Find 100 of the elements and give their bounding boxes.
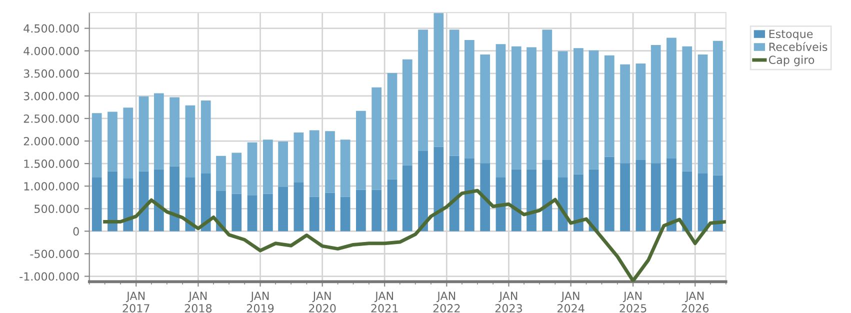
bar	[712, 175, 723, 232]
legend-label: Recebíveis	[769, 42, 828, 52]
bar	[232, 194, 242, 232]
bar	[356, 190, 366, 232]
bar	[636, 63, 646, 160]
bar	[650, 44, 661, 164]
x-tick-label: JAN 2017	[122, 292, 150, 312]
y-tick-label: 1.000.000	[24, 182, 79, 190]
bar	[650, 163, 661, 232]
bar	[574, 48, 584, 174]
x-tick-label: JAN 2024	[557, 292, 584, 312]
bar	[496, 44, 506, 178]
bar	[108, 112, 118, 172]
bar	[309, 196, 320, 232]
bar	[325, 192, 335, 232]
bar	[247, 142, 258, 196]
bar	[278, 186, 288, 232]
y-tick-label: 3.500.000	[24, 69, 79, 78]
bar	[542, 30, 552, 160]
bar	[604, 55, 614, 157]
bar	[216, 156, 226, 191]
bar	[636, 160, 646, 232]
bar	[496, 178, 506, 232]
bar	[108, 171, 118, 232]
x-tick-label: JAN 2025	[620, 292, 646, 312]
bar	[123, 178, 134, 232]
bar	[387, 179, 398, 232]
bar	[418, 150, 428, 232]
bar	[262, 140, 273, 194]
y-tick-label: -500.000	[30, 250, 79, 258]
bar	[620, 64, 630, 164]
bar	[356, 110, 366, 190]
bar	[604, 156, 614, 232]
bar	[698, 173, 708, 232]
bar	[666, 38, 676, 158]
bar	[387, 72, 398, 180]
bar	[588, 50, 599, 170]
bar	[200, 173, 211, 232]
bar	[309, 130, 320, 197]
bar	[712, 40, 723, 176]
bar	[325, 131, 335, 193]
bar	[340, 196, 350, 232]
x-tick-label: JAN 2020	[309, 292, 336, 312]
bar	[620, 163, 630, 232]
bar	[434, 12, 444, 147]
y-tick-label: 2.000.000	[24, 137, 79, 146]
bar	[170, 166, 180, 232]
bar	[294, 182, 304, 232]
x-tick-label: JAN 2026	[682, 292, 709, 312]
bar	[262, 194, 273, 232]
bar	[666, 158, 676, 232]
bar	[698, 54, 708, 174]
bar	[402, 165, 412, 232]
y-tick-label: 2.500.000	[24, 114, 79, 123]
bar	[682, 46, 692, 172]
bar	[92, 113, 102, 178]
bar	[232, 152, 242, 194]
bar	[434, 146, 444, 232]
bar	[340, 140, 350, 197]
bar	[294, 132, 304, 183]
bar	[464, 40, 474, 158]
x-tick-label: JAN 2019	[246, 292, 274, 312]
bar	[511, 46, 522, 170]
x-tick-label: JAN 2018	[184, 292, 212, 312]
y-tick-label: 3.000.000	[24, 92, 79, 100]
bar	[402, 59, 412, 166]
bar	[418, 30, 428, 151]
bar	[526, 47, 536, 170]
bar	[558, 51, 568, 178]
y-tick-label: 4.500.000	[24, 24, 79, 33]
line-series	[103, 188, 726, 282]
legend-label: Estoque	[769, 30, 813, 40]
bar	[154, 169, 164, 232]
bar	[480, 54, 490, 164]
y-tick-label: 0	[73, 227, 79, 236]
bar	[200, 100, 211, 174]
bar	[92, 178, 102, 232]
bar	[372, 190, 382, 232]
bar	[449, 30, 460, 156]
bar	[138, 96, 149, 172]
bar	[278, 141, 288, 187]
bar	[542, 160, 552, 232]
bar	[372, 87, 382, 190]
x-tick-label: JAN 2023	[495, 292, 522, 312]
bar	[574, 174, 584, 232]
bar	[682, 171, 692, 232]
bar	[154, 93, 164, 170]
y-tick-label: -1.000.000	[20, 272, 79, 281]
bar	[449, 156, 460, 232]
bar	[170, 97, 180, 166]
y-tick-label: 1.500.000	[24, 160, 79, 168]
bar	[511, 169, 522, 232]
bar	[526, 169, 536, 232]
bar	[464, 158, 474, 232]
bar	[185, 105, 196, 178]
y-tick-label: 4.000.000	[24, 46, 79, 56]
y-tick-label: 500.000	[34, 204, 79, 214]
legend-label: Cap giro	[768, 55, 814, 66]
bar	[480, 163, 490, 232]
x-tick-label: JAN 2021	[371, 292, 398, 312]
